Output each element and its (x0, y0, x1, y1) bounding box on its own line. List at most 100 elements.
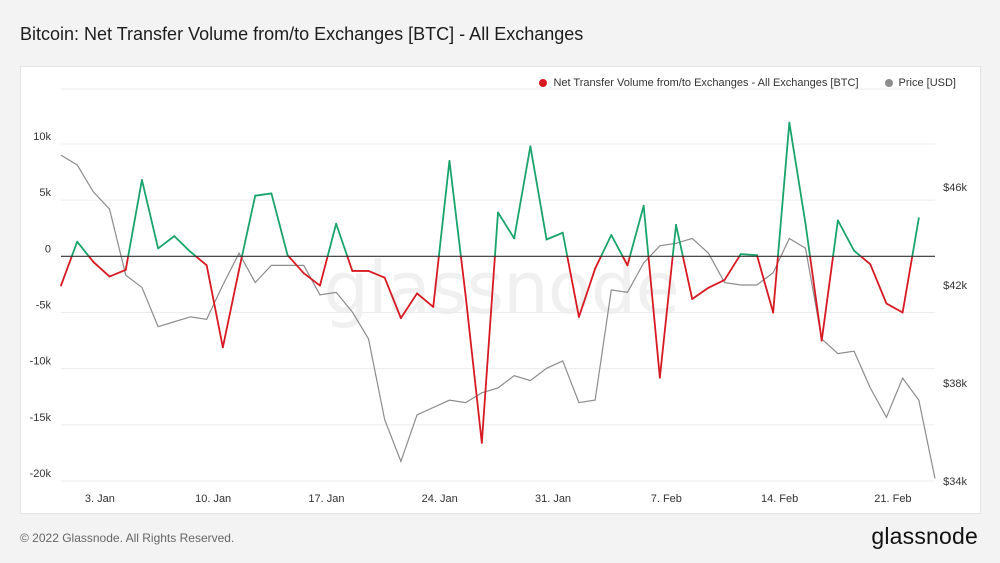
net-transfer-segment (600, 234, 613, 258)
y-left-tick-label: 10k (33, 131, 51, 143)
copyright-text: © 2022 Glassnode. All Rights Reserved. (20, 531, 235, 545)
net-transfer-segment (480, 255, 496, 444)
net-transfer-segment (629, 204, 645, 258)
y-right-tick-label: $42k (943, 280, 967, 292)
y-left-tick-label: -10k (30, 356, 52, 368)
net-transfer-series (60, 121, 920, 444)
net-transfer-segment (70, 240, 79, 258)
net-transfer-segment (464, 294, 483, 444)
net-transfer-segment (859, 255, 872, 266)
net-transfer-segment (529, 145, 548, 241)
net-transfer-segment (254, 192, 273, 197)
net-transfer-segment (326, 222, 338, 258)
net-transfer-segment (777, 121, 791, 258)
chart-svg[interactable]: glassnode 10k 5k 0 -5k -10k -15k -20k $46k $42k… (21, 67, 980, 513)
net-transfer-segment (691, 286, 710, 300)
net-transfer-segment (647, 255, 661, 379)
y-left-tick-label: -20k (30, 468, 52, 480)
net-transfer-segment (346, 255, 354, 272)
net-transfer-segment (513, 145, 532, 240)
legend-net-dot (539, 79, 548, 87)
net-transfer-segment (127, 179, 143, 258)
net-transfer-segment (383, 276, 402, 320)
net-transfer-segment (60, 255, 73, 287)
net-transfer-segment (108, 268, 127, 278)
x-tick-label: 24. Jan (422, 493, 458, 505)
net-transfer-segment (173, 235, 192, 253)
net-transfer-segment (437, 159, 451, 258)
net-transfer-segment (87, 255, 95, 263)
legend-item-net-transfer[interactable]: Net Transfer Volume from/to Exchanges - … (539, 77, 859, 89)
net-transfer-segment (416, 292, 435, 308)
legend-price-dot (884, 79, 893, 87)
legend-price-label: Price [USD] (898, 77, 956, 89)
chart-panel: glassnode 10k 5k 0 -5k -10k -15k -20k $46k $42k… (20, 66, 981, 514)
net-transfer-segment (682, 255, 694, 300)
net-transfer-segment (853, 249, 862, 258)
net-transfer-segment (497, 211, 516, 240)
chart-title: Bitcoin: Net Transfer Volume from/to Exc… (20, 24, 584, 44)
net-transfer-segment (788, 121, 807, 225)
net-transfer-segment (335, 222, 349, 258)
net-transfer-segment (594, 255, 602, 270)
legend: Net Transfer Volume from/to Exchanges - … (539, 77, 956, 89)
net-transfer-segment (157, 235, 176, 250)
net-transfer-segment (432, 255, 440, 308)
net-transfer-segment (76, 240, 90, 258)
net-transfer-segment (772, 255, 779, 314)
net-transfer-segment (671, 223, 677, 258)
x-tick-label: 10. Jan (195, 493, 231, 505)
net-transfer-segment (901, 255, 914, 314)
net-transfer-segment (626, 255, 631, 267)
net-transfer-segment (869, 263, 888, 305)
y-right-tick-label: $46k (943, 182, 967, 194)
net-transfer-segment (399, 292, 418, 320)
net-transfer-segment (836, 219, 855, 252)
x-tick-label: 7. Feb (651, 493, 682, 505)
y-axis-left: 10k 5k 0 -5k -10k -15k -20k (30, 131, 52, 480)
net-transfer-segment (448, 159, 462, 258)
net-transfer-segment (621, 255, 629, 267)
x-tick-label: 21. Feb (874, 493, 911, 505)
net-transfer-segment (809, 255, 823, 342)
x-tick-label: 31. Jan (535, 493, 571, 505)
net-transfer-segment (804, 222, 811, 258)
net-transfer-segment (141, 179, 160, 250)
legend-item-price[interactable]: Price [USD] (884, 77, 956, 89)
net-transfer-segment (610, 234, 624, 258)
x-tick-label: 17. Jan (308, 493, 344, 505)
net-transfer-segment (302, 272, 321, 287)
net-transfer-segment (189, 250, 197, 258)
y-left-tick-label: 5k (39, 187, 51, 199)
net-transfer-segment (194, 255, 208, 267)
net-transfer-segment (756, 255, 775, 314)
net-transfer-segment (566, 255, 580, 318)
net-transfer-segment (205, 264, 224, 349)
net-transfer-segment (270, 192, 289, 257)
y-left-tick-label: -5k (36, 300, 52, 312)
glassnode-logo: glassnode (871, 523, 978, 549)
net-transfer-segment (494, 211, 499, 258)
net-transfer-segment (658, 255, 674, 379)
net-transfer-segment (739, 253, 758, 257)
net-transfer-segment (241, 194, 257, 258)
net-transfer-segment (92, 261, 111, 278)
net-transfer-segment (319, 255, 329, 287)
net-transfer-segment (723, 255, 741, 281)
y-left-tick-label: 0 (45, 243, 51, 255)
net-transfer-segment (545, 231, 564, 241)
net-transfer-segment (460, 255, 467, 297)
y-left-tick-label: -15k (30, 412, 52, 424)
net-transfer-segment (578, 267, 597, 318)
net-transfer-segment (642, 204, 650, 258)
net-transfer-segment (832, 219, 839, 258)
net-transfer-segment (287, 255, 305, 275)
net-transfer-segment (885, 302, 904, 314)
net-transfer-segment (124, 255, 130, 271)
x-tick-label: 3. Jan (85, 493, 115, 505)
price-series (60, 154, 936, 479)
y-right-tick-label: $34k (943, 476, 967, 488)
net-transfer-segment (238, 255, 243, 271)
price-line (60, 154, 936, 479)
net-transfer-segment (820, 255, 834, 342)
